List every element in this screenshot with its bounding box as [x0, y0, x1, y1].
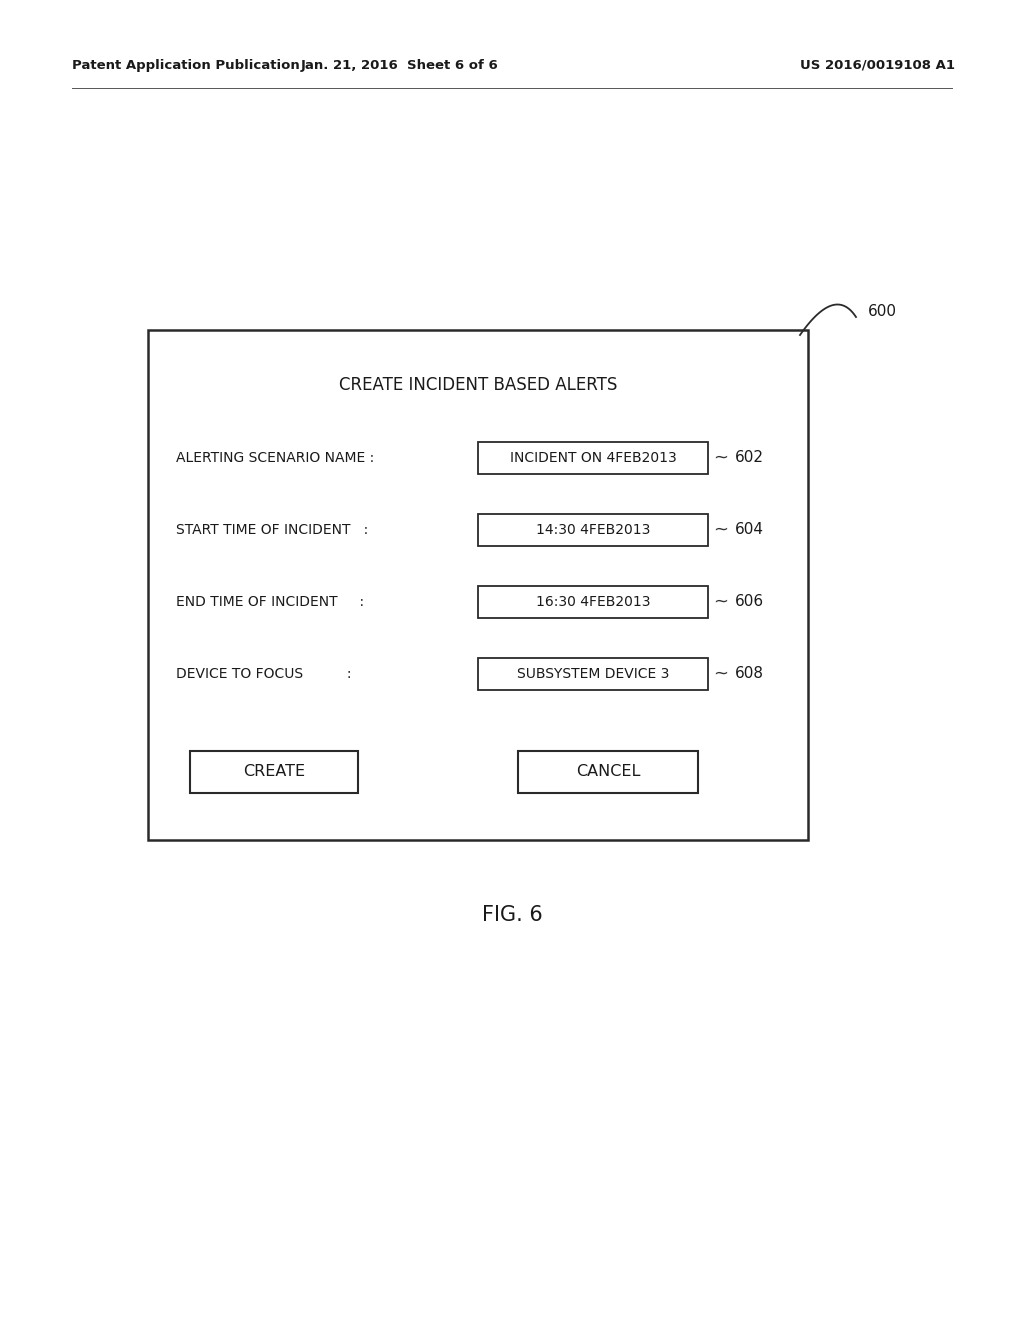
Text: ~: ~: [713, 593, 728, 611]
Text: 606: 606: [735, 594, 764, 610]
Text: 16:30 4FEB2013: 16:30 4FEB2013: [536, 595, 650, 609]
Text: DEVICE TO FOCUS          :: DEVICE TO FOCUS :: [176, 667, 351, 681]
Text: 600: 600: [868, 305, 897, 319]
Text: SUBSYSTEM DEVICE 3: SUBSYSTEM DEVICE 3: [517, 667, 670, 681]
Text: START TIME OF INCIDENT   :: START TIME OF INCIDENT :: [176, 523, 369, 537]
Text: US 2016/0019108 A1: US 2016/0019108 A1: [800, 58, 955, 71]
Text: FIG. 6: FIG. 6: [481, 906, 543, 925]
FancyBboxPatch shape: [478, 657, 708, 690]
FancyBboxPatch shape: [190, 751, 358, 793]
FancyBboxPatch shape: [518, 751, 698, 793]
FancyBboxPatch shape: [478, 513, 708, 546]
Text: 14:30 4FEB2013: 14:30 4FEB2013: [536, 523, 650, 537]
Text: ~: ~: [713, 665, 728, 682]
FancyBboxPatch shape: [478, 586, 708, 618]
Text: INCIDENT ON 4FEB2013: INCIDENT ON 4FEB2013: [510, 451, 677, 465]
Text: ~: ~: [713, 521, 728, 539]
Text: CREATE: CREATE: [243, 764, 305, 780]
Text: CANCEL: CANCEL: [575, 764, 640, 780]
FancyBboxPatch shape: [148, 330, 808, 840]
Text: CREATE INCIDENT BASED ALERTS: CREATE INCIDENT BASED ALERTS: [339, 376, 617, 393]
Text: Jan. 21, 2016  Sheet 6 of 6: Jan. 21, 2016 Sheet 6 of 6: [301, 58, 499, 71]
Text: ~: ~: [713, 449, 728, 467]
Text: ALERTING SCENARIO NAME :: ALERTING SCENARIO NAME :: [176, 451, 374, 465]
Text: 604: 604: [735, 523, 764, 537]
Text: 608: 608: [735, 667, 764, 681]
Text: Patent Application Publication: Patent Application Publication: [72, 58, 300, 71]
FancyBboxPatch shape: [478, 442, 708, 474]
Text: 602: 602: [735, 450, 764, 466]
Text: END TIME OF INCIDENT     :: END TIME OF INCIDENT :: [176, 595, 365, 609]
